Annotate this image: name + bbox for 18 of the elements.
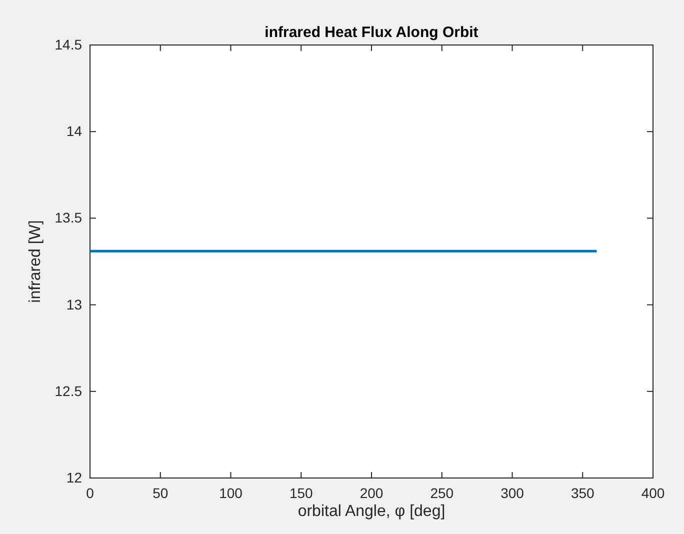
x-tick-label: 400 — [641, 484, 665, 501]
y-tick-label: 13 — [66, 296, 82, 312]
y-tick-label: 14.5 — [54, 36, 82, 52]
x-tick-label: 50 — [152, 484, 168, 501]
x-tick-label: 250 — [430, 484, 454, 501]
chart-title: infrared Heat Flux Along Orbit — [264, 24, 478, 41]
x-tick-label: 350 — [570, 484, 595, 501]
x-tick-label: 300 — [500, 484, 524, 501]
x-axis-title: orbital Angle, φ [deg] — [298, 503, 446, 520]
x-tick-label: 0 — [86, 484, 94, 501]
x-tick-label: 100 — [219, 484, 243, 501]
y-tick-label: 12.5 — [54, 382, 82, 399]
y-tick-label: 12 — [66, 469, 82, 486]
y-tick-label: 13.5 — [54, 210, 82, 226]
x-tick-label: 200 — [360, 484, 384, 501]
y-tick-label: 14 — [66, 123, 82, 140]
y-axis-title: infrared [W] — [27, 220, 44, 303]
x-tick-label: 150 — [289, 484, 314, 501]
